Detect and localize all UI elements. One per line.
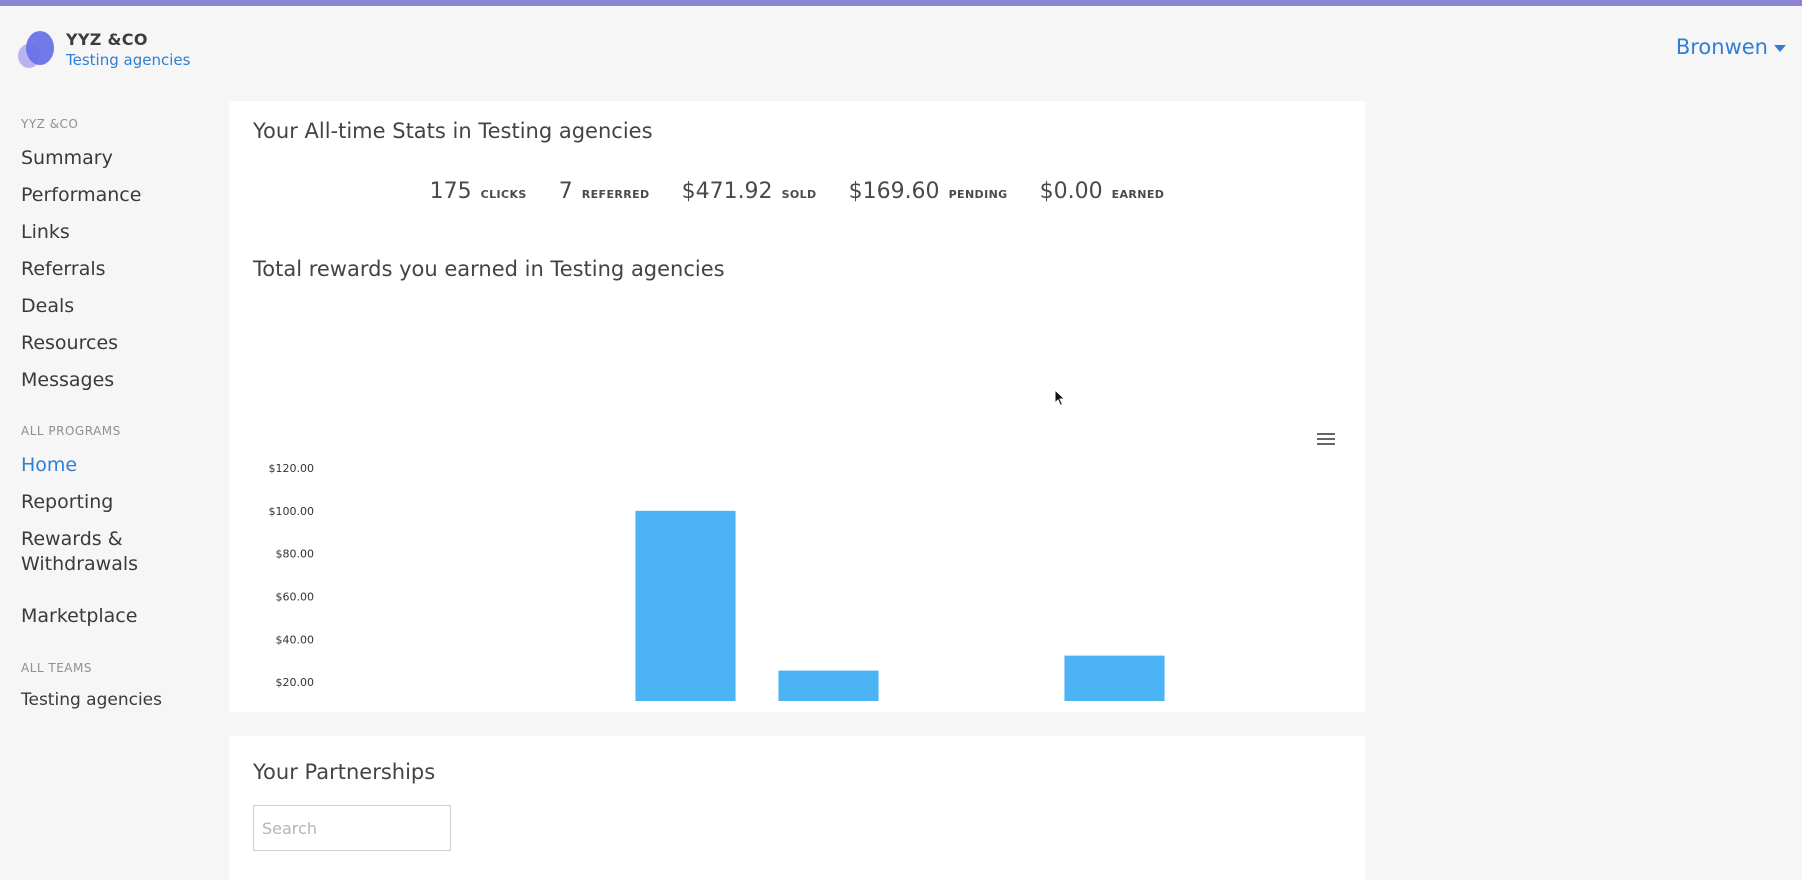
stats-card: Your All-time Stats in Testing agencies … <box>229 101 1365 712</box>
sidebar-item-reporting[interactable]: Reporting <box>21 491 114 513</box>
y-tick-label: $120.00 <box>269 462 315 475</box>
mouse-cursor-icon <box>1054 389 1066 407</box>
stat-label: PENDING <box>948 188 1008 201</box>
bar-pending <box>778 670 879 701</box>
partnerships-search-input[interactable] <box>253 805 451 851</box>
y-tick-label: $60.00 <box>276 591 315 604</box>
y-tick-label: $100.00 <box>269 505 315 518</box>
sidebar-section-brand: YYZ &CO <box>21 117 79 131</box>
y-tick-label: $80.00 <box>276 548 315 561</box>
stat-label: SOLD <box>781 188 817 201</box>
y-tick-label: $20.00 <box>276 676 315 689</box>
top-accent-bar <box>0 0 1802 6</box>
rewards-title: Total rewards you earned in Testing agen… <box>253 257 725 281</box>
sidebar-item-rewards-withdrawals[interactable]: Rewards & Withdrawals <box>21 528 139 575</box>
stat-value: $471.92 <box>681 179 773 204</box>
chart-menu-icon[interactable] <box>1317 433 1335 447</box>
brand-name: YYZ &CO <box>66 30 148 49</box>
bar-pending <box>1064 655 1165 701</box>
stat-pending: $169.60 PENDING <box>849 179 1008 204</box>
stat-value: $169.60 <box>848 179 940 204</box>
stat-earned: $0.00 EARNED <box>1040 179 1165 204</box>
stat-value: 175 <box>429 179 472 204</box>
stat-value: 7 <box>558 179 573 204</box>
partnerships-title: Your Partnerships <box>253 760 436 784</box>
stat-sold: $471.92 SOLD <box>682 179 817 204</box>
sidebar-item-performance[interactable]: Performance <box>21 184 142 206</box>
sidebar-item-marketplace[interactable]: Marketplace <box>21 605 138 627</box>
brand-logo-icon[interactable] <box>15 28 59 72</box>
sidebar-item-referrals[interactable]: Referrals <box>21 258 106 280</box>
caret-down-icon[interactable] <box>1774 45 1786 52</box>
brand-subtitle[interactable]: Testing agencies <box>66 51 191 69</box>
stat-clicks: 175 CLICKS <box>430 179 527 204</box>
stats-title: Your All-time Stats in Testing agencies <box>253 119 653 143</box>
stat-referred: 7 REFERRED <box>559 179 650 204</box>
bar-pending <box>635 510 736 701</box>
sidebar-item-messages[interactable]: Messages <box>21 369 115 391</box>
sidebar-item-home[interactable]: Home <box>21 454 78 476</box>
stat-label: CLICKS <box>480 188 527 201</box>
stats-row: 175 CLICKS 7 REFERRED $471.92 SOLD $169.… <box>229 179 1365 204</box>
sidebar-item-links[interactable]: Links <box>21 221 70 243</box>
sidebar-section-teams: ALL TEAMS <box>21 661 92 675</box>
rewards-chart: $0.00$20.00$40.00$60.00$80.00$100.00$120… <box>229 321 1365 701</box>
rewards-chart-svg: $0.00$20.00$40.00$60.00$80.00$100.00$120… <box>269 462 1165 701</box>
sidebar-item-summary[interactable]: Summary <box>21 147 113 169</box>
sidebar-section-programs: ALL PROGRAMS <box>21 424 121 438</box>
sidebar-item-resources[interactable]: Resources <box>21 332 119 354</box>
user-name[interactable]: Bronwen <box>1675 35 1768 59</box>
partnerships-card: Your Partnerships <box>229 736 1365 880</box>
user-menu[interactable]: Bronwen <box>1676 35 1786 59</box>
sidebar-item-testing-agencies[interactable]: Testing agencies <box>21 690 162 710</box>
y-tick-label: $40.00 <box>276 633 315 646</box>
header: YYZ &CO Testing agencies Bronwen <box>0 6 1802 86</box>
sidebar-item-deals[interactable]: Deals <box>21 295 75 317</box>
stat-label: REFERRED <box>581 188 650 201</box>
stat-label: EARNED <box>1111 188 1165 201</box>
stat-value: $0.00 <box>1039 179 1103 204</box>
